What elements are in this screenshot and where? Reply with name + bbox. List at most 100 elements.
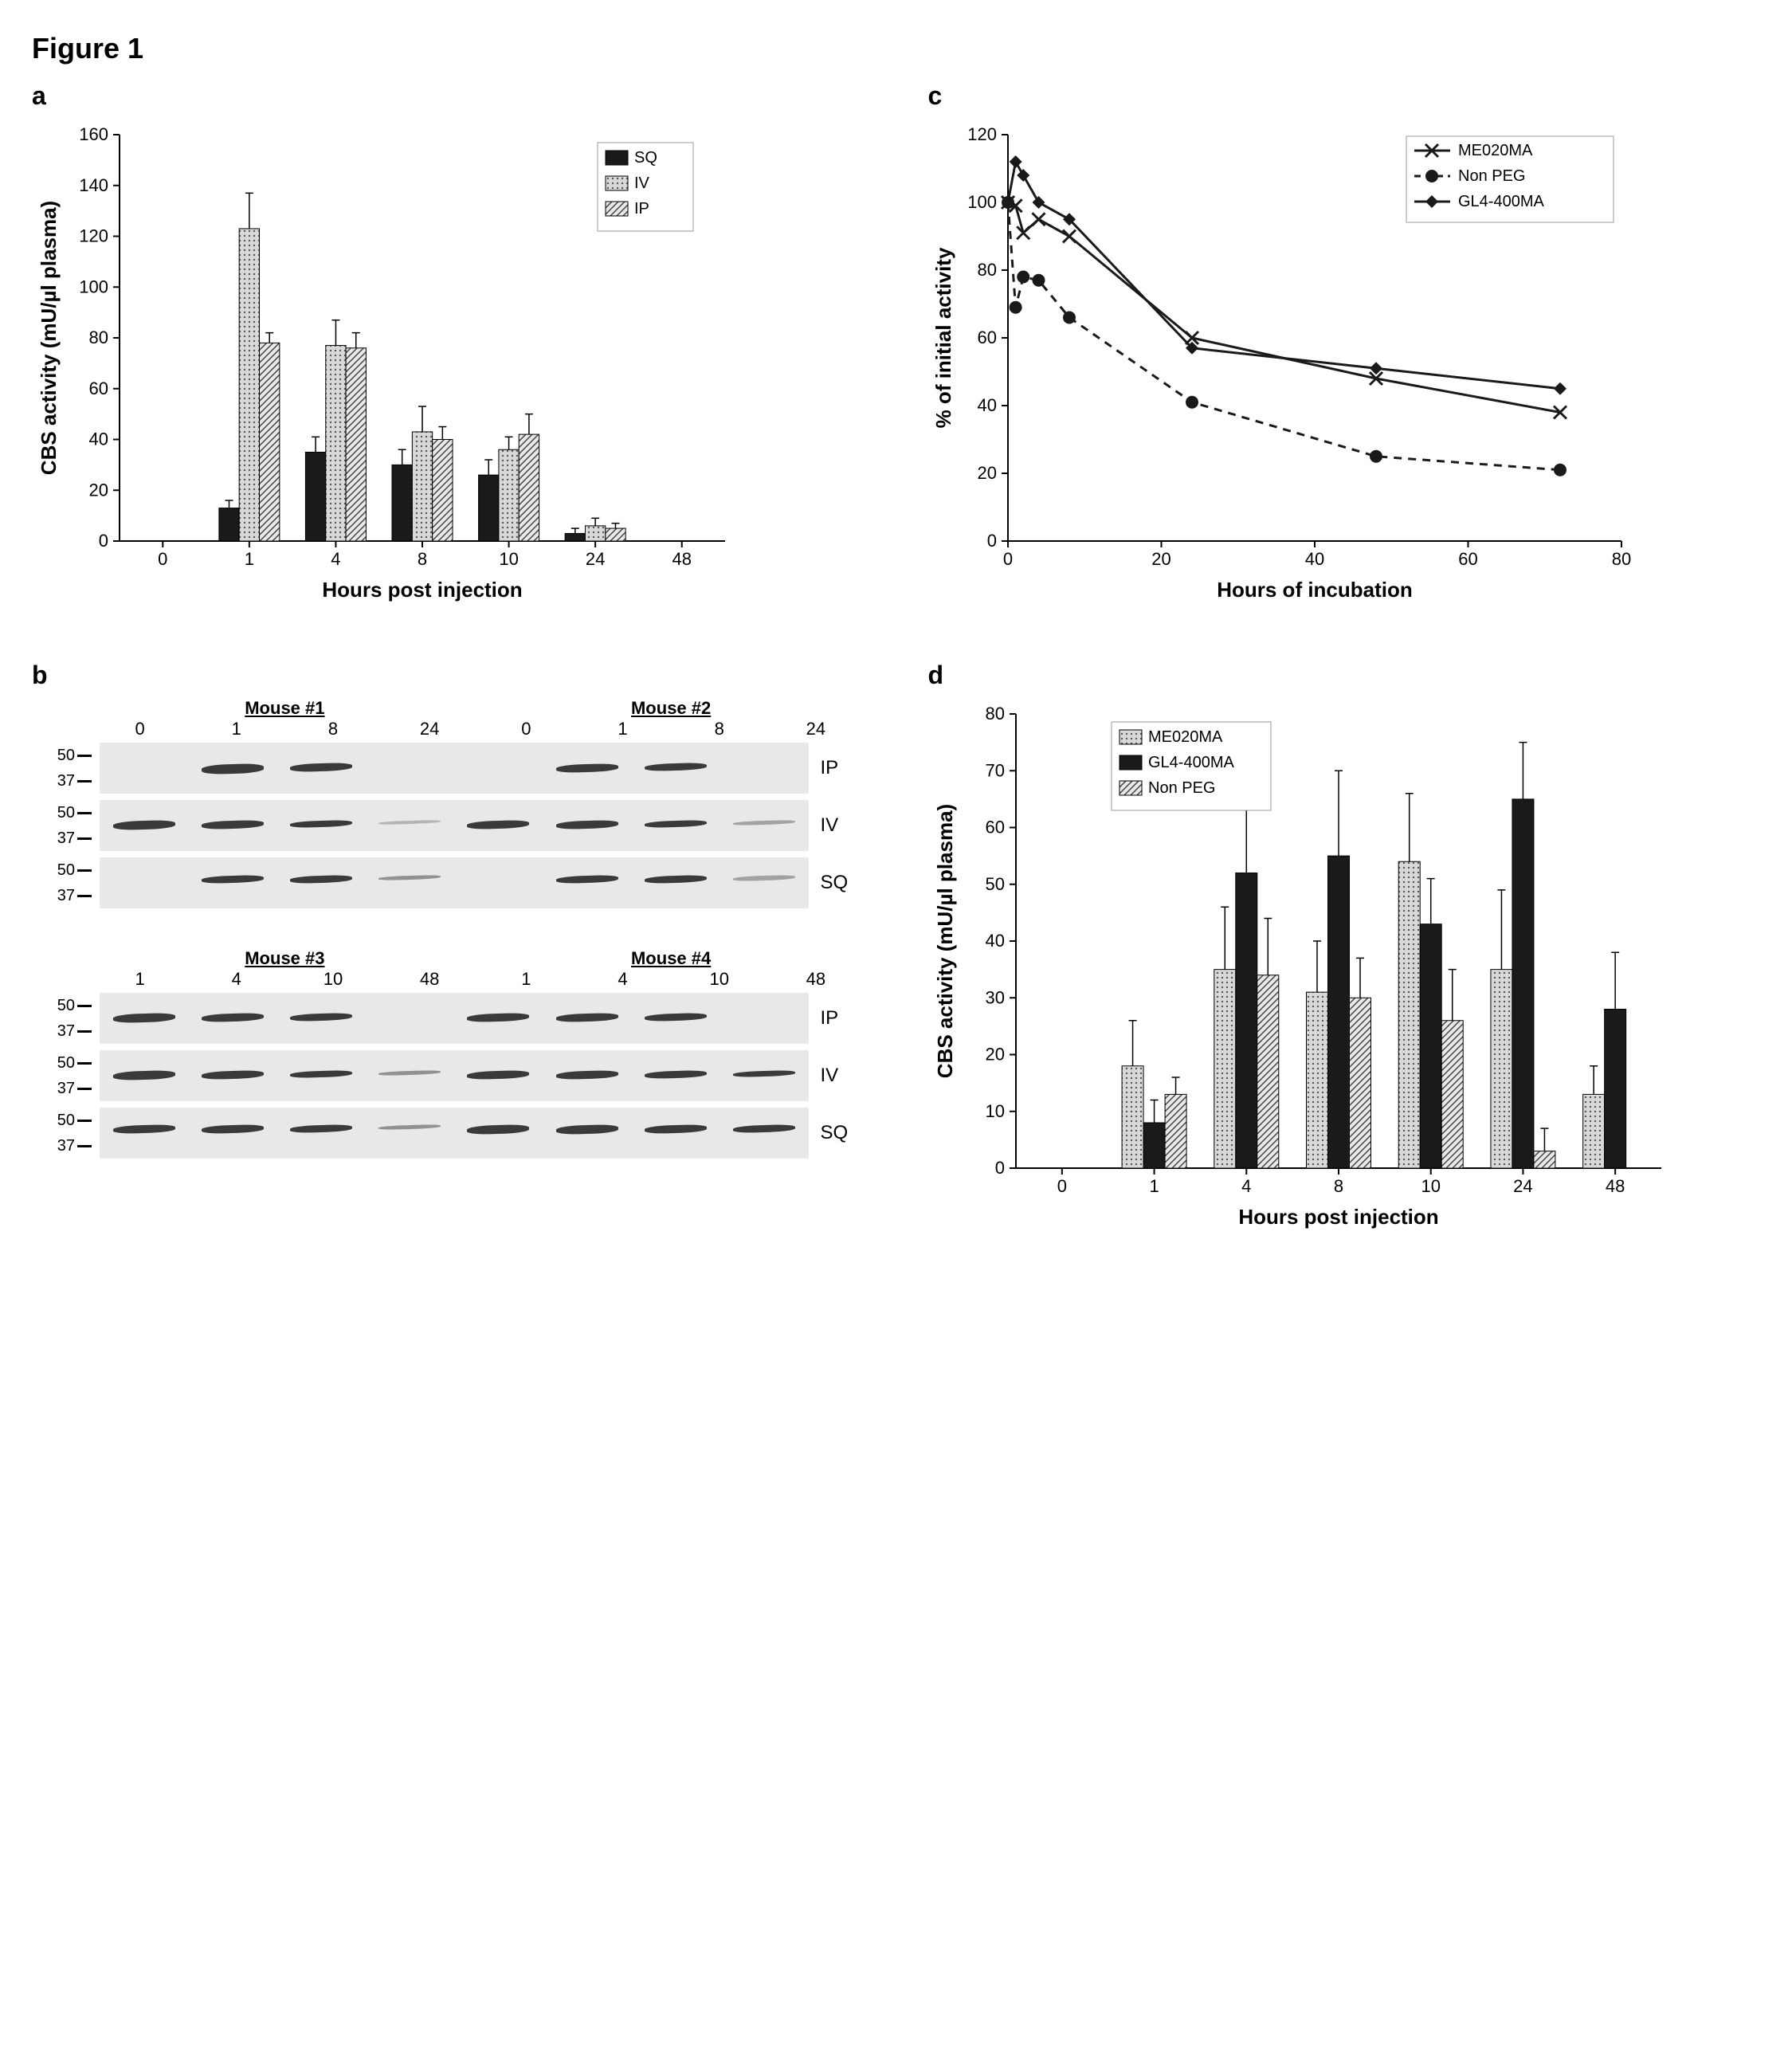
- blot-lane-image: [100, 1050, 809, 1101]
- timepoint-label: 0: [92, 719, 188, 739]
- svg-text:160: 160: [79, 124, 108, 144]
- svg-text:70: 70: [985, 760, 1004, 780]
- blot-row: 5037 IP: [32, 993, 865, 1044]
- timepoint-label: 24: [382, 719, 478, 739]
- svg-text:40: 40: [977, 395, 996, 415]
- svg-text:4: 4: [1241, 1176, 1251, 1196]
- svg-text:Hours post injection: Hours post injection: [322, 578, 522, 602]
- molecular-weight-markers: 5037: [32, 1050, 100, 1101]
- svg-text:0: 0: [994, 1158, 1004, 1178]
- blot-group-1: Mouse #3Mouse #41410481410485037IP5037IV…: [32, 948, 865, 1159]
- svg-text:Non PEG: Non PEG: [1148, 779, 1215, 797]
- panel-b: b Mouse #1Mouse #201824018245037IP5037IV…: [32, 661, 865, 1240]
- timepoint-label: 1: [92, 969, 188, 990]
- timepoint-label: 24: [767, 719, 864, 739]
- timepoint-label: 10: [284, 969, 381, 990]
- injection-route-label: SQ: [809, 872, 865, 894]
- svg-text:IP: IP: [634, 200, 649, 218]
- svg-text:48: 48: [672, 549, 691, 569]
- injection-route-label: IP: [809, 757, 865, 779]
- svg-text:1: 1: [1149, 1176, 1159, 1196]
- timepoint-label: 8: [284, 719, 381, 739]
- blot-row: 5037 IV: [32, 800, 865, 851]
- svg-text:140: 140: [79, 175, 108, 195]
- svg-text:48: 48: [1605, 1176, 1624, 1196]
- svg-text:100: 100: [967, 192, 997, 212]
- svg-text:20: 20: [89, 480, 108, 500]
- svg-text:60: 60: [985, 818, 1004, 837]
- svg-text:Hours post injection: Hours post injection: [1238, 1205, 1438, 1229]
- svg-text:0: 0: [986, 531, 996, 551]
- svg-text:10: 10: [1421, 1176, 1440, 1196]
- timepoint-label: 10: [671, 969, 767, 990]
- timepoint-label: 1: [574, 719, 671, 739]
- timepoint-label: 8: [671, 719, 767, 739]
- timepoint-label: 48: [382, 969, 478, 990]
- svg-text:4: 4: [331, 549, 340, 569]
- chart-a-svg: 0204060801001201401600148102448CBS activ…: [32, 119, 749, 613]
- svg-text:10: 10: [985, 1101, 1004, 1121]
- injection-route-label: IP: [809, 1007, 865, 1030]
- molecular-weight-markers: 5037: [32, 743, 100, 794]
- timepoint-label: 0: [478, 719, 574, 739]
- svg-text:60: 60: [89, 378, 108, 398]
- svg-text:8: 8: [1333, 1176, 1343, 1196]
- svg-text:CBS activity (mU/µl plasma): CBS activity (mU/µl plasma): [933, 804, 957, 1078]
- mouse-label: Mouse #4: [478, 948, 865, 969]
- svg-text:80: 80: [89, 327, 108, 347]
- panel-c-label: c: [928, 81, 1761, 111]
- svg-text:40: 40: [985, 931, 1004, 951]
- svg-text:ME020MA: ME020MA: [1458, 142, 1533, 159]
- svg-text:60: 60: [977, 327, 996, 347]
- panel-a: a 0204060801001201401600148102448CBS act…: [32, 81, 865, 613]
- blot-row: 5037 IP: [32, 743, 865, 794]
- svg-text:IV: IV: [634, 175, 650, 192]
- panel-b-label: b: [32, 661, 865, 690]
- mouse-label: Mouse #3: [92, 948, 478, 969]
- svg-text:Non PEG: Non PEG: [1458, 167, 1525, 185]
- injection-route-label: IV: [809, 814, 865, 837]
- molecular-weight-markers: 5037: [32, 857, 100, 908]
- svg-text:20: 20: [977, 463, 996, 483]
- svg-text:0: 0: [1002, 549, 1012, 569]
- panel-c: c 020406080100120020406080% of initial a…: [928, 81, 1761, 613]
- svg-text:80: 80: [977, 260, 996, 280]
- panel-a-label: a: [32, 81, 865, 111]
- svg-text:20: 20: [985, 1045, 1004, 1065]
- blot-lane-image: [100, 800, 809, 851]
- svg-text:120: 120: [967, 124, 997, 144]
- svg-text:40: 40: [89, 429, 108, 449]
- panel-d-label: d: [928, 661, 1761, 690]
- svg-text:0: 0: [158, 549, 167, 569]
- molecular-weight-markers: 5037: [32, 800, 100, 851]
- injection-route-label: IV: [809, 1065, 865, 1087]
- chart-c-svg: 020406080100120020406080% of initial act…: [928, 119, 1645, 613]
- blot-row: 5037 SQ: [32, 857, 865, 908]
- svg-text:50: 50: [985, 874, 1004, 894]
- svg-text:80: 80: [1611, 549, 1630, 569]
- svg-text:1: 1: [245, 549, 254, 569]
- svg-text:24: 24: [1513, 1176, 1532, 1196]
- svg-text:100: 100: [79, 276, 108, 296]
- timepoint-label: 4: [188, 969, 284, 990]
- blot-row: 5037SQ: [32, 1108, 865, 1159]
- svg-text:8: 8: [418, 549, 427, 569]
- svg-text:GL4-400MA: GL4-400MA: [1458, 193, 1544, 210]
- svg-text:30: 30: [985, 987, 1004, 1007]
- timepoint-label: 4: [574, 969, 671, 990]
- svg-text:ME020MA: ME020MA: [1148, 728, 1223, 746]
- svg-text:GL4-400MA: GL4-400MA: [1148, 754, 1234, 771]
- svg-text:120: 120: [79, 226, 108, 246]
- svg-text:20: 20: [1151, 549, 1170, 569]
- svg-text:CBS activity (mU/µl plasma): CBS activity (mU/µl plasma): [37, 201, 61, 475]
- blot-lane-image: [100, 857, 809, 908]
- blot-lane-image: [100, 743, 809, 794]
- figure-title: Figure 1: [32, 32, 1760, 65]
- timepoint-label: 1: [188, 719, 284, 739]
- svg-text:Hours of incubation: Hours of incubation: [1217, 578, 1413, 602]
- blot-row: 5037 IV: [32, 1050, 865, 1101]
- mouse-label: Mouse #1: [92, 698, 478, 719]
- timepoint-label: 1: [478, 969, 574, 990]
- molecular-weight-markers: 5037: [32, 993, 100, 1044]
- svg-text:60: 60: [1458, 549, 1477, 569]
